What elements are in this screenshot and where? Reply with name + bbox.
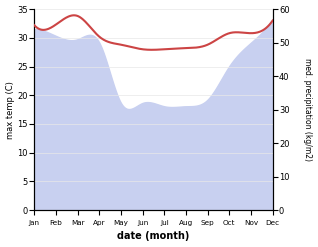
Y-axis label: max temp (C): max temp (C) [5,81,15,139]
X-axis label: date (month): date (month) [117,231,190,242]
Y-axis label: med. precipitation (kg/m2): med. precipitation (kg/m2) [303,58,313,161]
